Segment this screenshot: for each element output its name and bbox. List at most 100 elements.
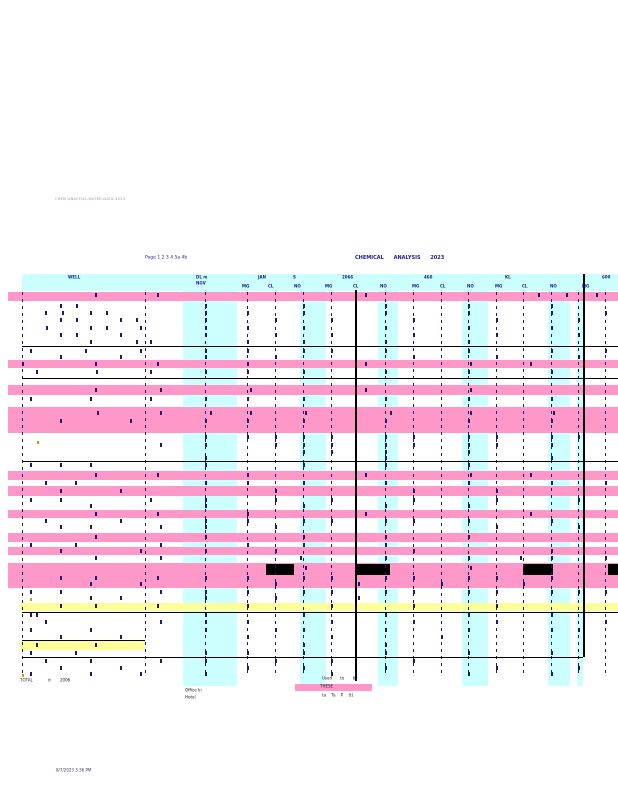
cell-mark: [250, 388, 252, 392]
column-group-label: S: [293, 275, 296, 280]
vertical-rule: [355, 290, 357, 681]
cell-mark: [413, 659, 415, 663]
cell-mark: [303, 463, 305, 467]
cell-mark: [247, 590, 249, 594]
cell-mark: [468, 304, 470, 308]
column-sub-label: MG: [412, 284, 420, 289]
pink-highlight-row: [8, 292, 618, 301]
cell-mark: [303, 643, 305, 647]
cell-mark: [275, 549, 277, 553]
cell-mark: [331, 443, 333, 447]
cell-mark: [413, 590, 415, 594]
cell-mark: [441, 582, 443, 586]
cell-mark: [385, 543, 387, 547]
cell-mark: [365, 512, 367, 516]
cell-mark: [496, 318, 498, 322]
cell-mark: [205, 326, 207, 330]
cell-mark: [578, 525, 580, 529]
cell-mark: [60, 666, 62, 670]
cell-mark: [385, 397, 387, 401]
cell-mark: [36, 643, 38, 647]
cell-mark: [275, 318, 277, 322]
column-sub-label: MG: [582, 284, 590, 289]
cell-mark: [496, 525, 498, 529]
cell-mark: [106, 326, 108, 330]
cell-mark: [385, 370, 387, 374]
cell-mark: [300, 556, 302, 560]
cell-mark: [60, 304, 62, 308]
cell-mark: [331, 349, 333, 353]
cell-mark: [60, 576, 62, 580]
cell-mark: [303, 311, 305, 315]
column-sub-label: NO: [294, 284, 301, 289]
pink-highlight-row: [8, 360, 618, 368]
cell-mark: [303, 419, 305, 423]
cell-mark: [136, 340, 138, 344]
cell-mark: [95, 576, 97, 580]
cell-mark: [205, 525, 207, 529]
cyan-column-band: [462, 274, 488, 686]
cell-mark: [358, 582, 360, 586]
cell-mark: [331, 659, 333, 663]
cell-mark: [205, 481, 207, 485]
cell-mark: [331, 450, 333, 454]
column-sub-label: CL: [522, 284, 528, 289]
grid-dashed-line: [523, 292, 524, 676]
cell-mark: [60, 463, 62, 467]
cell-mark: [551, 590, 553, 594]
cell-mark: [120, 666, 122, 670]
cell-mark: [303, 340, 305, 344]
grid-dashed-line: [275, 292, 276, 676]
cell-mark: [140, 672, 142, 676]
cell-mark: [605, 311, 607, 315]
cell-mark: [468, 576, 470, 580]
cell-mark: [385, 590, 387, 594]
cell-mark: [120, 489, 122, 493]
cell-mark: [90, 582, 92, 586]
selected-black-cell: [523, 564, 553, 575]
cell-mark: [385, 326, 387, 330]
cell-mark: [90, 340, 92, 344]
cell-mark: [247, 481, 249, 485]
cell-mark: [385, 311, 387, 315]
grid-dashed-line: [413, 292, 414, 676]
cell-mark: [30, 590, 32, 594]
cell-mark: [60, 489, 62, 493]
cell-mark: [468, 556, 470, 560]
cell-mark: [496, 590, 498, 594]
cell-mark: [385, 576, 387, 580]
cell-mark: [157, 512, 159, 516]
cell-mark: [470, 411, 472, 415]
cell-mark: [385, 613, 387, 617]
cell-mark: [160, 659, 162, 663]
cell-mark: [578, 318, 580, 322]
cell-mark: [413, 549, 415, 553]
cyan-column-band: [577, 274, 583, 686]
cell-mark: [358, 596, 360, 600]
cell-mark: [30, 628, 32, 632]
totals-mid: d: [48, 678, 51, 683]
cell-mark: [413, 443, 415, 447]
cell-mark: [496, 443, 498, 447]
cell-mark: [90, 463, 92, 467]
cell-mark: [120, 635, 122, 639]
cell-mark: [205, 596, 207, 600]
pink-highlight-row: [8, 547, 618, 555]
cell-mark: [551, 519, 553, 523]
cell-mark: [95, 604, 97, 608]
cell-mark: [578, 333, 580, 337]
cell-mark: [247, 651, 249, 655]
cell-mark: [205, 397, 207, 401]
cell-mark: [578, 628, 580, 632]
cell-mark: [60, 590, 62, 594]
cell-mark: [275, 435, 277, 439]
cell-mark: [530, 512, 532, 516]
cell-mark: [30, 543, 32, 547]
cell-mark: [605, 590, 607, 594]
cell-mark: [30, 651, 32, 655]
selected-black-cell: [608, 564, 618, 575]
cell-mark: [250, 411, 252, 415]
cell-mark: [150, 498, 152, 502]
cell-mark: [130, 419, 132, 423]
cell-mark: [385, 643, 387, 647]
